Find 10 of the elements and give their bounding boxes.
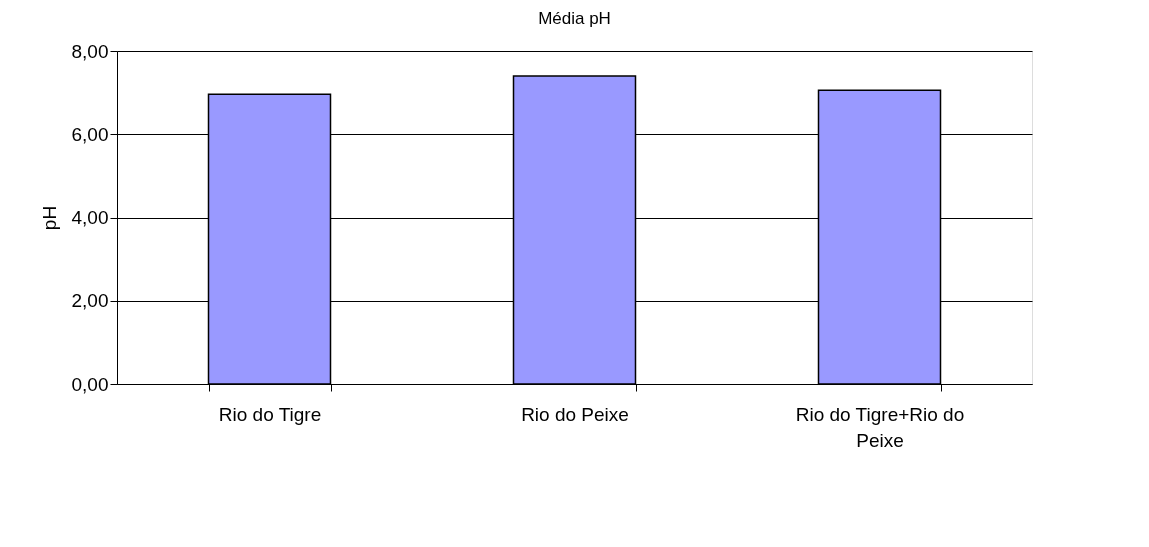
y-tick-label: 0,00 [71,373,109,395]
y-tick-label: 2,00 [71,290,109,312]
y-axis-title: pH [38,205,60,231]
y-tick-label: 4,00 [71,207,109,228]
y-tick-label: 8,00 [71,40,109,62]
y-tick-label: 6,00 [71,123,109,145]
x-tick-label: Rio do Tigre+Rio do Peixe [795,403,965,451]
chart-title: Média pH [538,9,611,28]
x-tick-label: Rio do Tigre [218,403,322,425]
x-tick-label: Rio do Peixe [521,403,629,425]
